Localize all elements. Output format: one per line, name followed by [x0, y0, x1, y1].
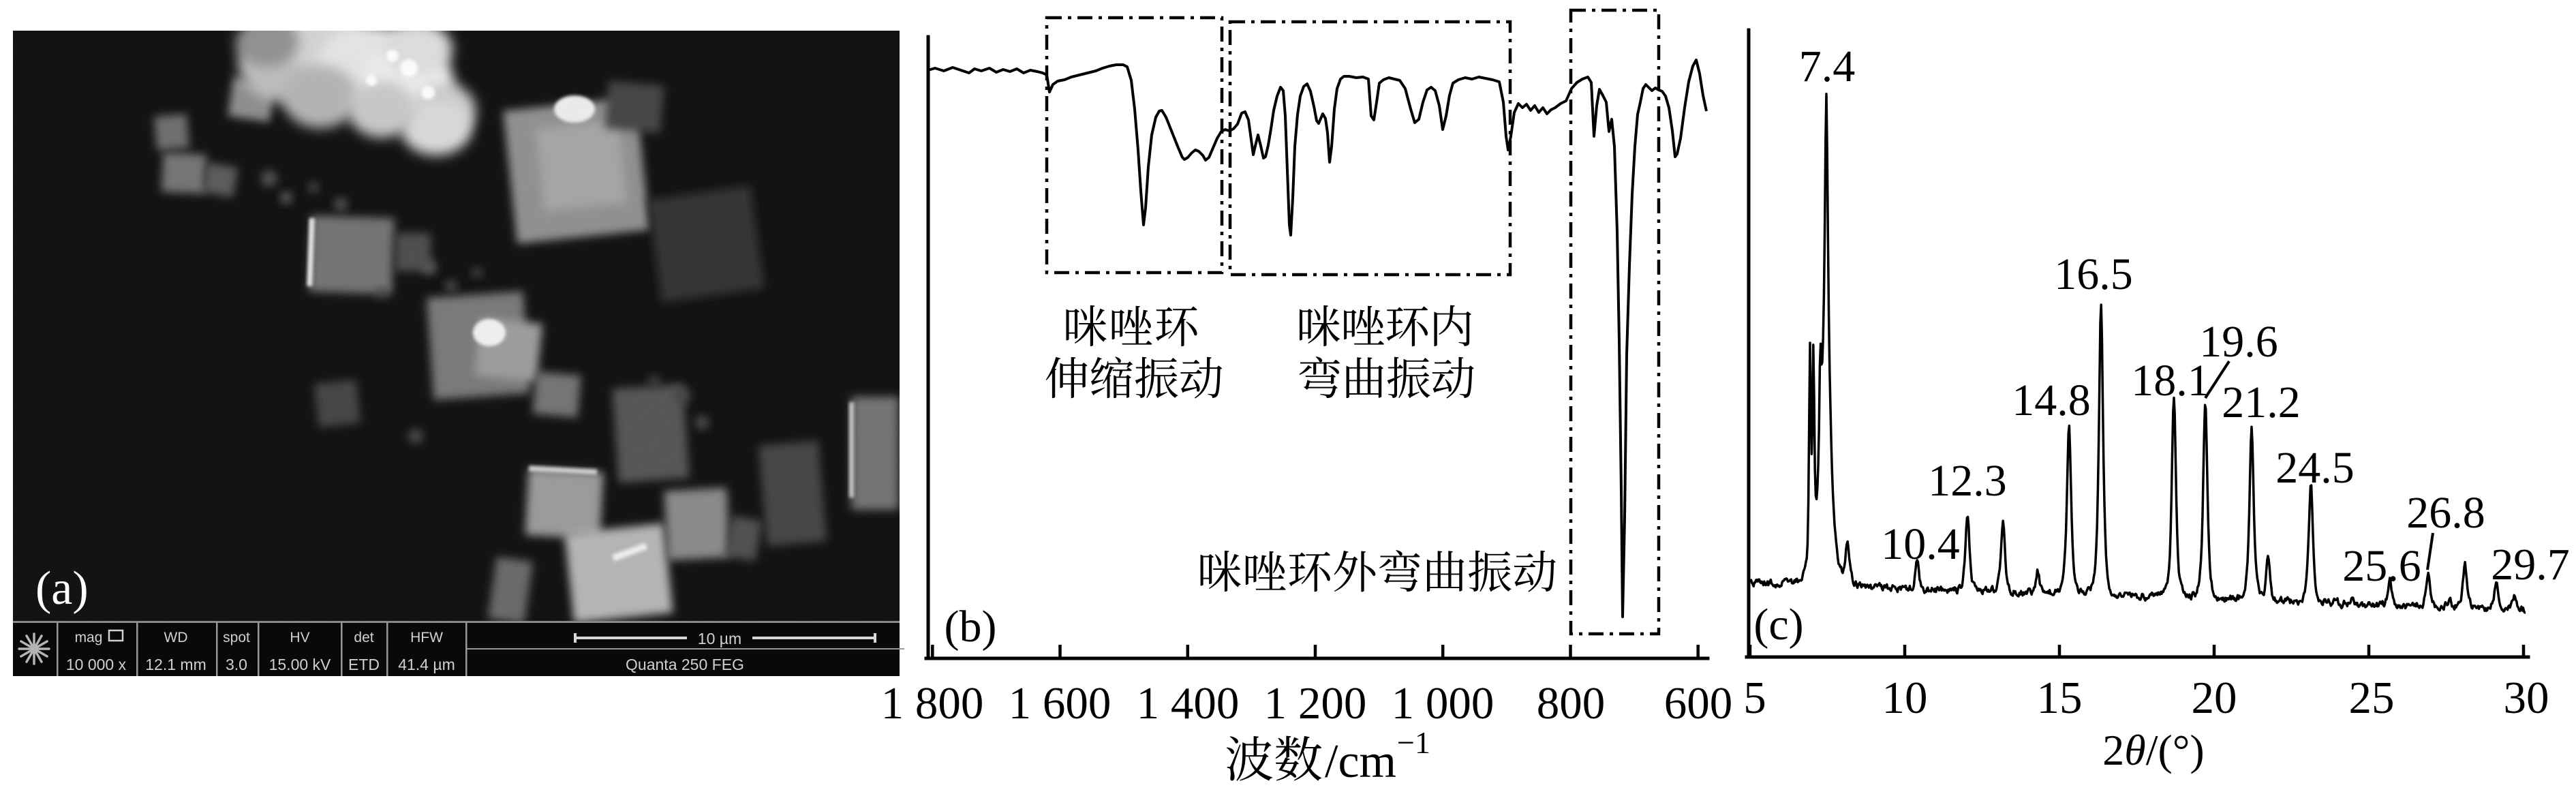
svg-text:12.3: 12.3	[1928, 456, 2007, 506]
svg-text:/cm: /cm	[1325, 735, 1396, 788]
svg-text:1 600: 1 600	[1009, 678, 1111, 729]
svg-text:10: 10	[1882, 673, 1928, 723]
svg-text:19.6: 19.6	[2199, 317, 2278, 367]
svg-text:15.00 kV: 15.00 kV	[269, 656, 331, 673]
svg-text:30: 30	[2504, 673, 2549, 723]
svg-text:−1: −1	[1397, 725, 1430, 760]
svg-text:3.0: 3.0	[226, 656, 247, 673]
svg-text:41.4 µm: 41.4 µm	[398, 656, 455, 673]
svg-text:24.5: 24.5	[2275, 443, 2355, 493]
svg-text:15: 15	[2037, 673, 2083, 723]
svg-text:(a): (a)	[35, 562, 89, 615]
svg-text:(c): (c)	[1753, 600, 1803, 650]
svg-text:12.1 mm: 12.1 mm	[145, 656, 206, 673]
svg-text:16.5: 16.5	[2054, 249, 2133, 299]
svg-text:1 000: 1 000	[1392, 678, 1494, 729]
svg-text:ETD: ETD	[348, 656, 380, 673]
svg-text:10.4: 10.4	[1881, 519, 1960, 569]
svg-text:1 400: 1 400	[1137, 678, 1240, 729]
svg-text:25.6: 25.6	[2342, 541, 2421, 591]
svg-text:spot: spot	[223, 630, 250, 645]
svg-text:20: 20	[2192, 673, 2237, 723]
svg-text:18.1: 18.1	[2131, 356, 2210, 406]
svg-text:29.7: 29.7	[2491, 540, 2570, 590]
svg-text:WD: WD	[164, 630, 188, 645]
svg-text:(b): (b)	[945, 602, 997, 652]
svg-text:14.8: 14.8	[2012, 376, 2091, 425]
svg-text:2θ/(°): 2θ/(°)	[2102, 726, 2204, 774]
svg-text:25: 25	[2349, 673, 2395, 723]
svg-text:HFW: HFW	[410, 630, 443, 645]
svg-text:10 000 x: 10 000 x	[66, 656, 127, 673]
svg-text:Quanta 250 FEG: Quanta 250 FEG	[626, 656, 744, 673]
svg-text:800: 800	[1537, 678, 1606, 729]
svg-text:1 200: 1 200	[1264, 678, 1367, 729]
svg-text:10 µm: 10 µm	[698, 630, 741, 647]
svg-text:5: 5	[1743, 673, 1766, 723]
svg-text:HV: HV	[290, 630, 309, 645]
svg-text:mag: mag	[75, 630, 103, 645]
svg-text:7.4: 7.4	[1799, 42, 1856, 91]
svg-text:21.2: 21.2	[2222, 378, 2301, 427]
svg-text:600: 600	[1664, 678, 1733, 729]
svg-text:det: det	[354, 630, 373, 645]
svg-text:26.8: 26.8	[2406, 488, 2485, 538]
svg-text:1 800: 1 800	[881, 678, 984, 729]
